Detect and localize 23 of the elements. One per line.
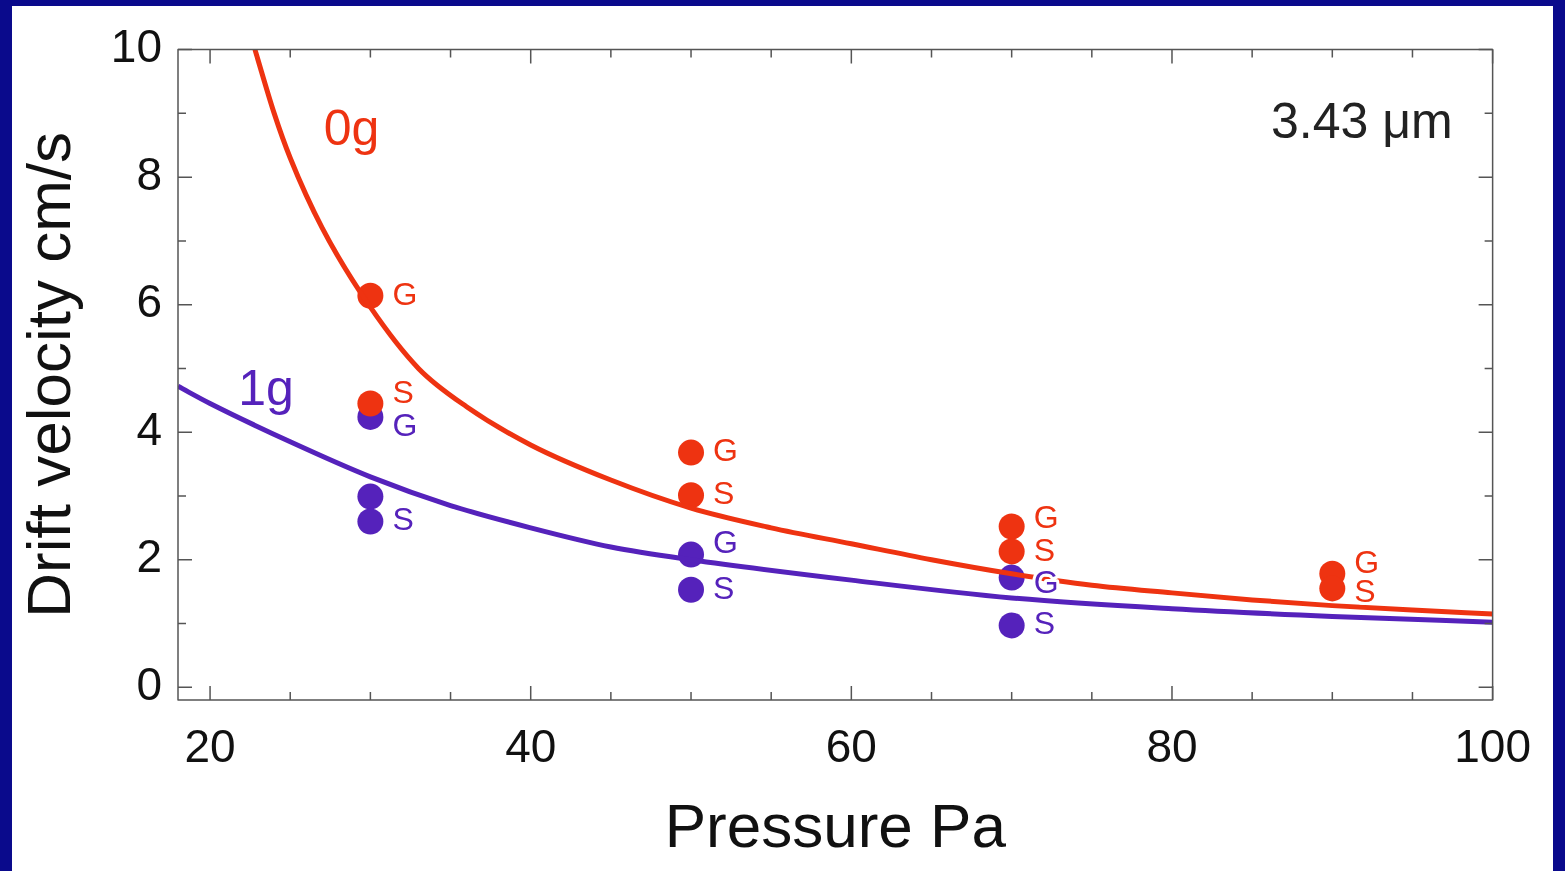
series-label: 0g	[323, 100, 380, 157]
data-label: G	[392, 275, 418, 312]
data-label: G	[713, 432, 738, 469]
y-axis-title: Drift velocity cm/s	[14, 131, 84, 618]
x-tick-label: 100	[1454, 720, 1531, 773]
data-label: G	[713, 524, 738, 561]
y-tick-label: 8	[136, 147, 162, 200]
y-tick-label: 2	[136, 530, 162, 583]
x-tick-label: 60	[825, 720, 877, 773]
y-tick-label: 10	[110, 20, 162, 73]
y-tick-label: 6	[136, 275, 162, 328]
x-axis-title: Pressure Pa	[664, 790, 1007, 860]
annotation: 3.43 μm	[1270, 93, 1453, 150]
y-tick-label: 4	[136, 402, 162, 455]
data-label: S	[713, 475, 735, 512]
x-tick-label: 80	[1146, 720, 1198, 773]
data-label: S	[1033, 605, 1056, 642]
x-tick-label: 20	[184, 720, 236, 773]
series-label: 1g	[238, 360, 294, 417]
data-label: S	[392, 501, 414, 538]
y-tick-label: 0	[136, 657, 162, 710]
x-tick-label: 40	[505, 720, 557, 773]
data-label: S	[713, 569, 735, 606]
